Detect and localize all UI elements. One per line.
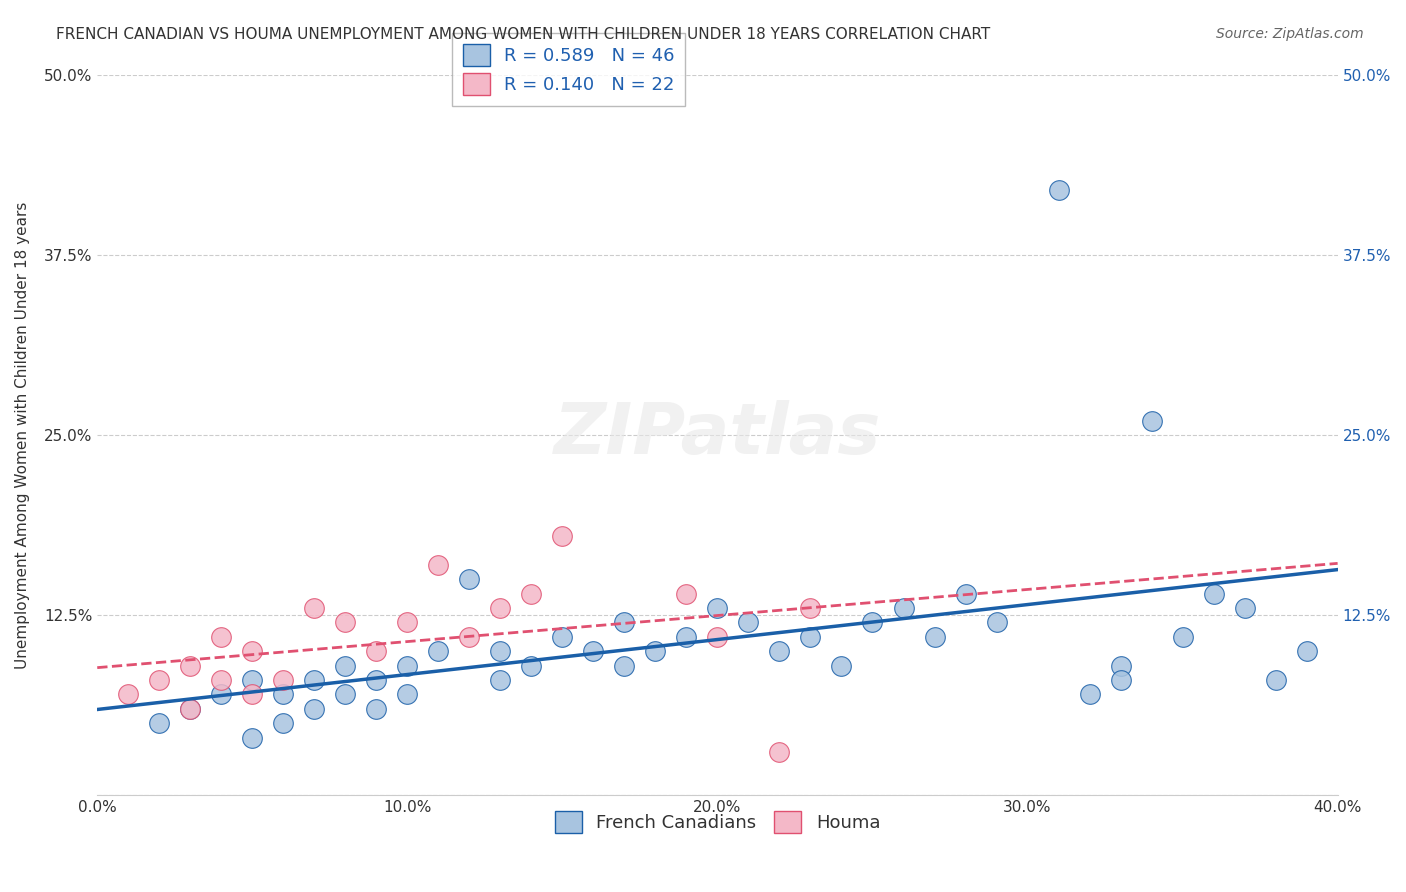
Point [335, 688, 357, 702]
Point [489, 673, 512, 687]
Point [675, 586, 697, 600]
Point [1109, 673, 1132, 687]
Point [304, 673, 326, 687]
Point [427, 644, 450, 658]
Point [179, 702, 201, 716]
Point [458, 630, 481, 644]
Y-axis label: Unemployment Among Women with Children Under 18 years: Unemployment Among Women with Children U… [15, 202, 30, 669]
Point [737, 615, 759, 630]
Point [117, 688, 139, 702]
Point [209, 630, 232, 644]
Point [209, 673, 232, 687]
Point [1140, 413, 1163, 427]
Point [396, 688, 419, 702]
Point [799, 630, 821, 644]
Point [582, 644, 605, 658]
Point [862, 615, 884, 630]
Point [396, 658, 419, 673]
Point [304, 601, 326, 615]
Point [458, 572, 481, 586]
Point [366, 702, 388, 716]
Point [335, 615, 357, 630]
Point [799, 601, 821, 615]
Point [520, 658, 543, 673]
Text: ZIPatlas: ZIPatlas [554, 401, 882, 469]
Point [1233, 601, 1256, 615]
Point [1078, 688, 1101, 702]
Point [489, 644, 512, 658]
Point [924, 630, 946, 644]
Point [148, 716, 170, 731]
Point [955, 586, 977, 600]
Point [240, 731, 263, 745]
Point [613, 615, 636, 630]
Point [335, 658, 357, 673]
Point [986, 615, 1008, 630]
Point [520, 586, 543, 600]
Point [613, 658, 636, 673]
Point [706, 601, 728, 615]
Point [179, 702, 201, 716]
Point [427, 558, 450, 572]
Text: FRENCH CANADIAN VS HOUMA UNEMPLOYMENT AMONG WOMEN WITH CHILDREN UNDER 18 YEARS C: FRENCH CANADIAN VS HOUMA UNEMPLOYMENT AM… [56, 27, 990, 42]
Point [304, 702, 326, 716]
Point [893, 601, 915, 615]
Point [271, 673, 294, 687]
Point [644, 644, 666, 658]
Point [768, 644, 790, 658]
Text: Source: ZipAtlas.com: Source: ZipAtlas.com [1216, 27, 1364, 41]
Point [1109, 658, 1132, 673]
Point [240, 688, 263, 702]
Point [1171, 630, 1194, 644]
Point [366, 644, 388, 658]
Point [1295, 644, 1317, 658]
Point [830, 658, 852, 673]
Point [366, 673, 388, 687]
Point [706, 630, 728, 644]
Point [768, 745, 790, 759]
Point [675, 630, 697, 644]
Point [240, 644, 263, 658]
Point [179, 658, 201, 673]
Point [551, 529, 574, 543]
Legend: French Canadians, Houma: French Canadians, Houma [544, 800, 891, 844]
Point [148, 673, 170, 687]
Point [271, 716, 294, 731]
Point [489, 601, 512, 615]
Point [1202, 586, 1225, 600]
Point [1047, 183, 1070, 197]
Point [240, 673, 263, 687]
Point [396, 615, 419, 630]
Point [271, 688, 294, 702]
Point [209, 688, 232, 702]
Point [1264, 673, 1286, 687]
Point [551, 630, 574, 644]
